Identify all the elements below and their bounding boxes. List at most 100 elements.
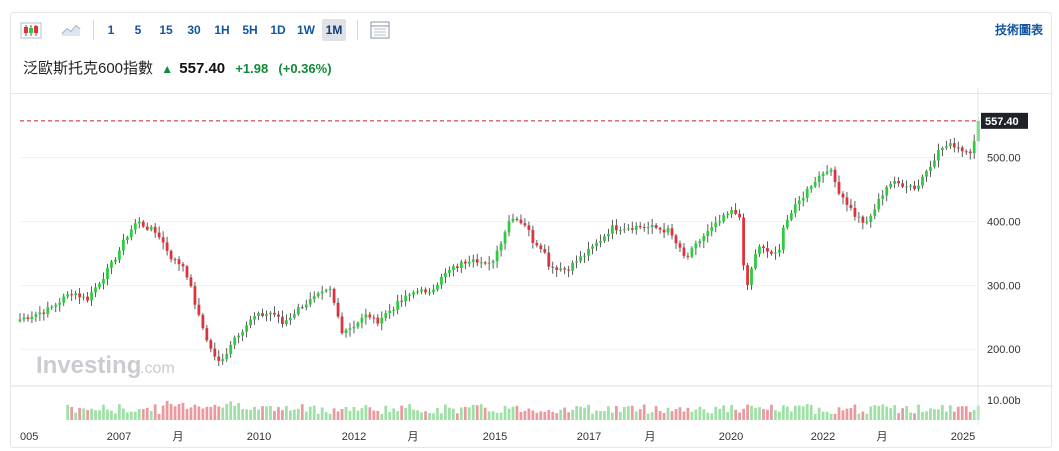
- candle-body: [797, 200, 801, 205]
- volume-bar: [909, 412, 912, 420]
- volume-bar: [225, 403, 229, 420]
- candle-body: [94, 287, 97, 293]
- candle-body: [269, 312, 272, 315]
- volume-bar: [766, 409, 769, 420]
- volume-bar: [380, 413, 384, 420]
- interval-1h-button[interactable]: 1H: [214, 23, 230, 37]
- volume-bar: [404, 408, 408, 420]
- candle-body: [933, 160, 936, 167]
- candle-body: [622, 229, 626, 231]
- candle-body: [432, 289, 435, 293]
- candle-body: [380, 317, 384, 324]
- volume-bar: [785, 406, 789, 420]
- volume-bar: [412, 409, 415, 420]
- area-chart-type-icon[interactable]: [59, 19, 83, 41]
- volume-bar: [972, 409, 976, 420]
- table-view-icon[interactable]: [368, 19, 392, 41]
- candle-body: [129, 229, 133, 238]
- candle-body: [463, 261, 467, 264]
- volume-bar: [825, 411, 829, 420]
- candle-body: [428, 292, 431, 294]
- volume-bar: [750, 405, 753, 420]
- volume-bar: [241, 408, 245, 420]
- volume-bar: [865, 413, 869, 420]
- candle-body: [320, 291, 324, 294]
- candle-body: [388, 310, 392, 314]
- candle-body: [281, 316, 284, 324]
- candle-body: [86, 296, 89, 301]
- candle-body: [607, 233, 610, 237]
- volume-bar: [797, 405, 801, 420]
- volume-bar: [893, 405, 897, 420]
- candle-body: [82, 296, 85, 298]
- candle-body: [730, 209, 734, 214]
- interval-1m-button[interactable]: 1M: [322, 19, 346, 41]
- candle-body: [233, 337, 237, 345]
- interval-1d-button[interactable]: 1D: [270, 23, 286, 37]
- candle-body: [26, 317, 30, 319]
- volume-bar: [98, 410, 101, 420]
- volume-bar: [495, 413, 499, 420]
- candle-body: [948, 143, 952, 147]
- interval-5h-button[interactable]: 5H: [242, 23, 258, 37]
- volume-bar: [889, 408, 893, 420]
- candle-body: [169, 250, 173, 260]
- volume-bar: [789, 411, 793, 420]
- candlestick-chart-type-icon[interactable]: [19, 19, 43, 41]
- candle-body: [249, 319, 252, 326]
- volume-bar: [428, 412, 431, 420]
- candle-body: [603, 236, 606, 241]
- interval-15-button[interactable]: 15: [159, 23, 173, 37]
- volume-bar: [352, 406, 356, 420]
- candle-body: [193, 286, 197, 305]
- volume-bar: [913, 413, 916, 420]
- volume-bar: [618, 412, 622, 420]
- interval-30-button[interactable]: 30: [187, 23, 201, 37]
- interval-5-button[interactable]: 5: [134, 23, 142, 37]
- volume-bar: [579, 406, 582, 420]
- volume-bar: [925, 411, 928, 420]
- volume-bar: [360, 408, 364, 420]
- watermark-text: Investing: [36, 352, 141, 379]
- volume-bar: [861, 411, 865, 420]
- volume-bar: [877, 405, 881, 420]
- candle-body: [646, 227, 650, 229]
- candle-body: [642, 227, 646, 229]
- volume-bar: [173, 406, 177, 420]
- technical-chart-link[interactable]: 技術圖表: [994, 23, 1043, 37]
- volume-bar: [197, 406, 201, 420]
- candle-body: [408, 294, 412, 296]
- candle-body: [944, 146, 948, 148]
- candle-body: [614, 225, 618, 231]
- candle-body: [145, 226, 149, 230]
- candle-body: [161, 237, 165, 243]
- candle-body: [905, 186, 908, 188]
- candle-body: [261, 313, 264, 317]
- candle-body: [189, 277, 193, 287]
- candle-body: [710, 227, 714, 232]
- candle-body: [587, 248, 590, 256]
- volume-bar: [447, 407, 451, 420]
- candle-body: [404, 295, 408, 302]
- candle-body: [535, 242, 539, 246]
- candle-body: [22, 317, 26, 320]
- volume-bar: [897, 413, 901, 420]
- volume-bar: [205, 406, 209, 420]
- candle-body: [519, 219, 523, 224]
- candle-body: [762, 246, 765, 249]
- volume-bar: [829, 413, 833, 420]
- candle-body: [201, 314, 205, 329]
- candle-body: [181, 264, 185, 267]
- volume-bar: [515, 405, 519, 420]
- interval-1w-button[interactable]: 1W: [297, 23, 315, 37]
- volume-bar: [929, 408, 932, 420]
- volume-bar: [599, 411, 602, 420]
- candle-body: [141, 221, 145, 227]
- candle-body: [511, 218, 515, 222]
- interval-1-button[interactable]: 1: [107, 23, 115, 37]
- volume-bar: [503, 405, 507, 420]
- candle-body: [595, 242, 598, 247]
- candle-body: [352, 326, 356, 329]
- toolbar-separator: [93, 20, 94, 40]
